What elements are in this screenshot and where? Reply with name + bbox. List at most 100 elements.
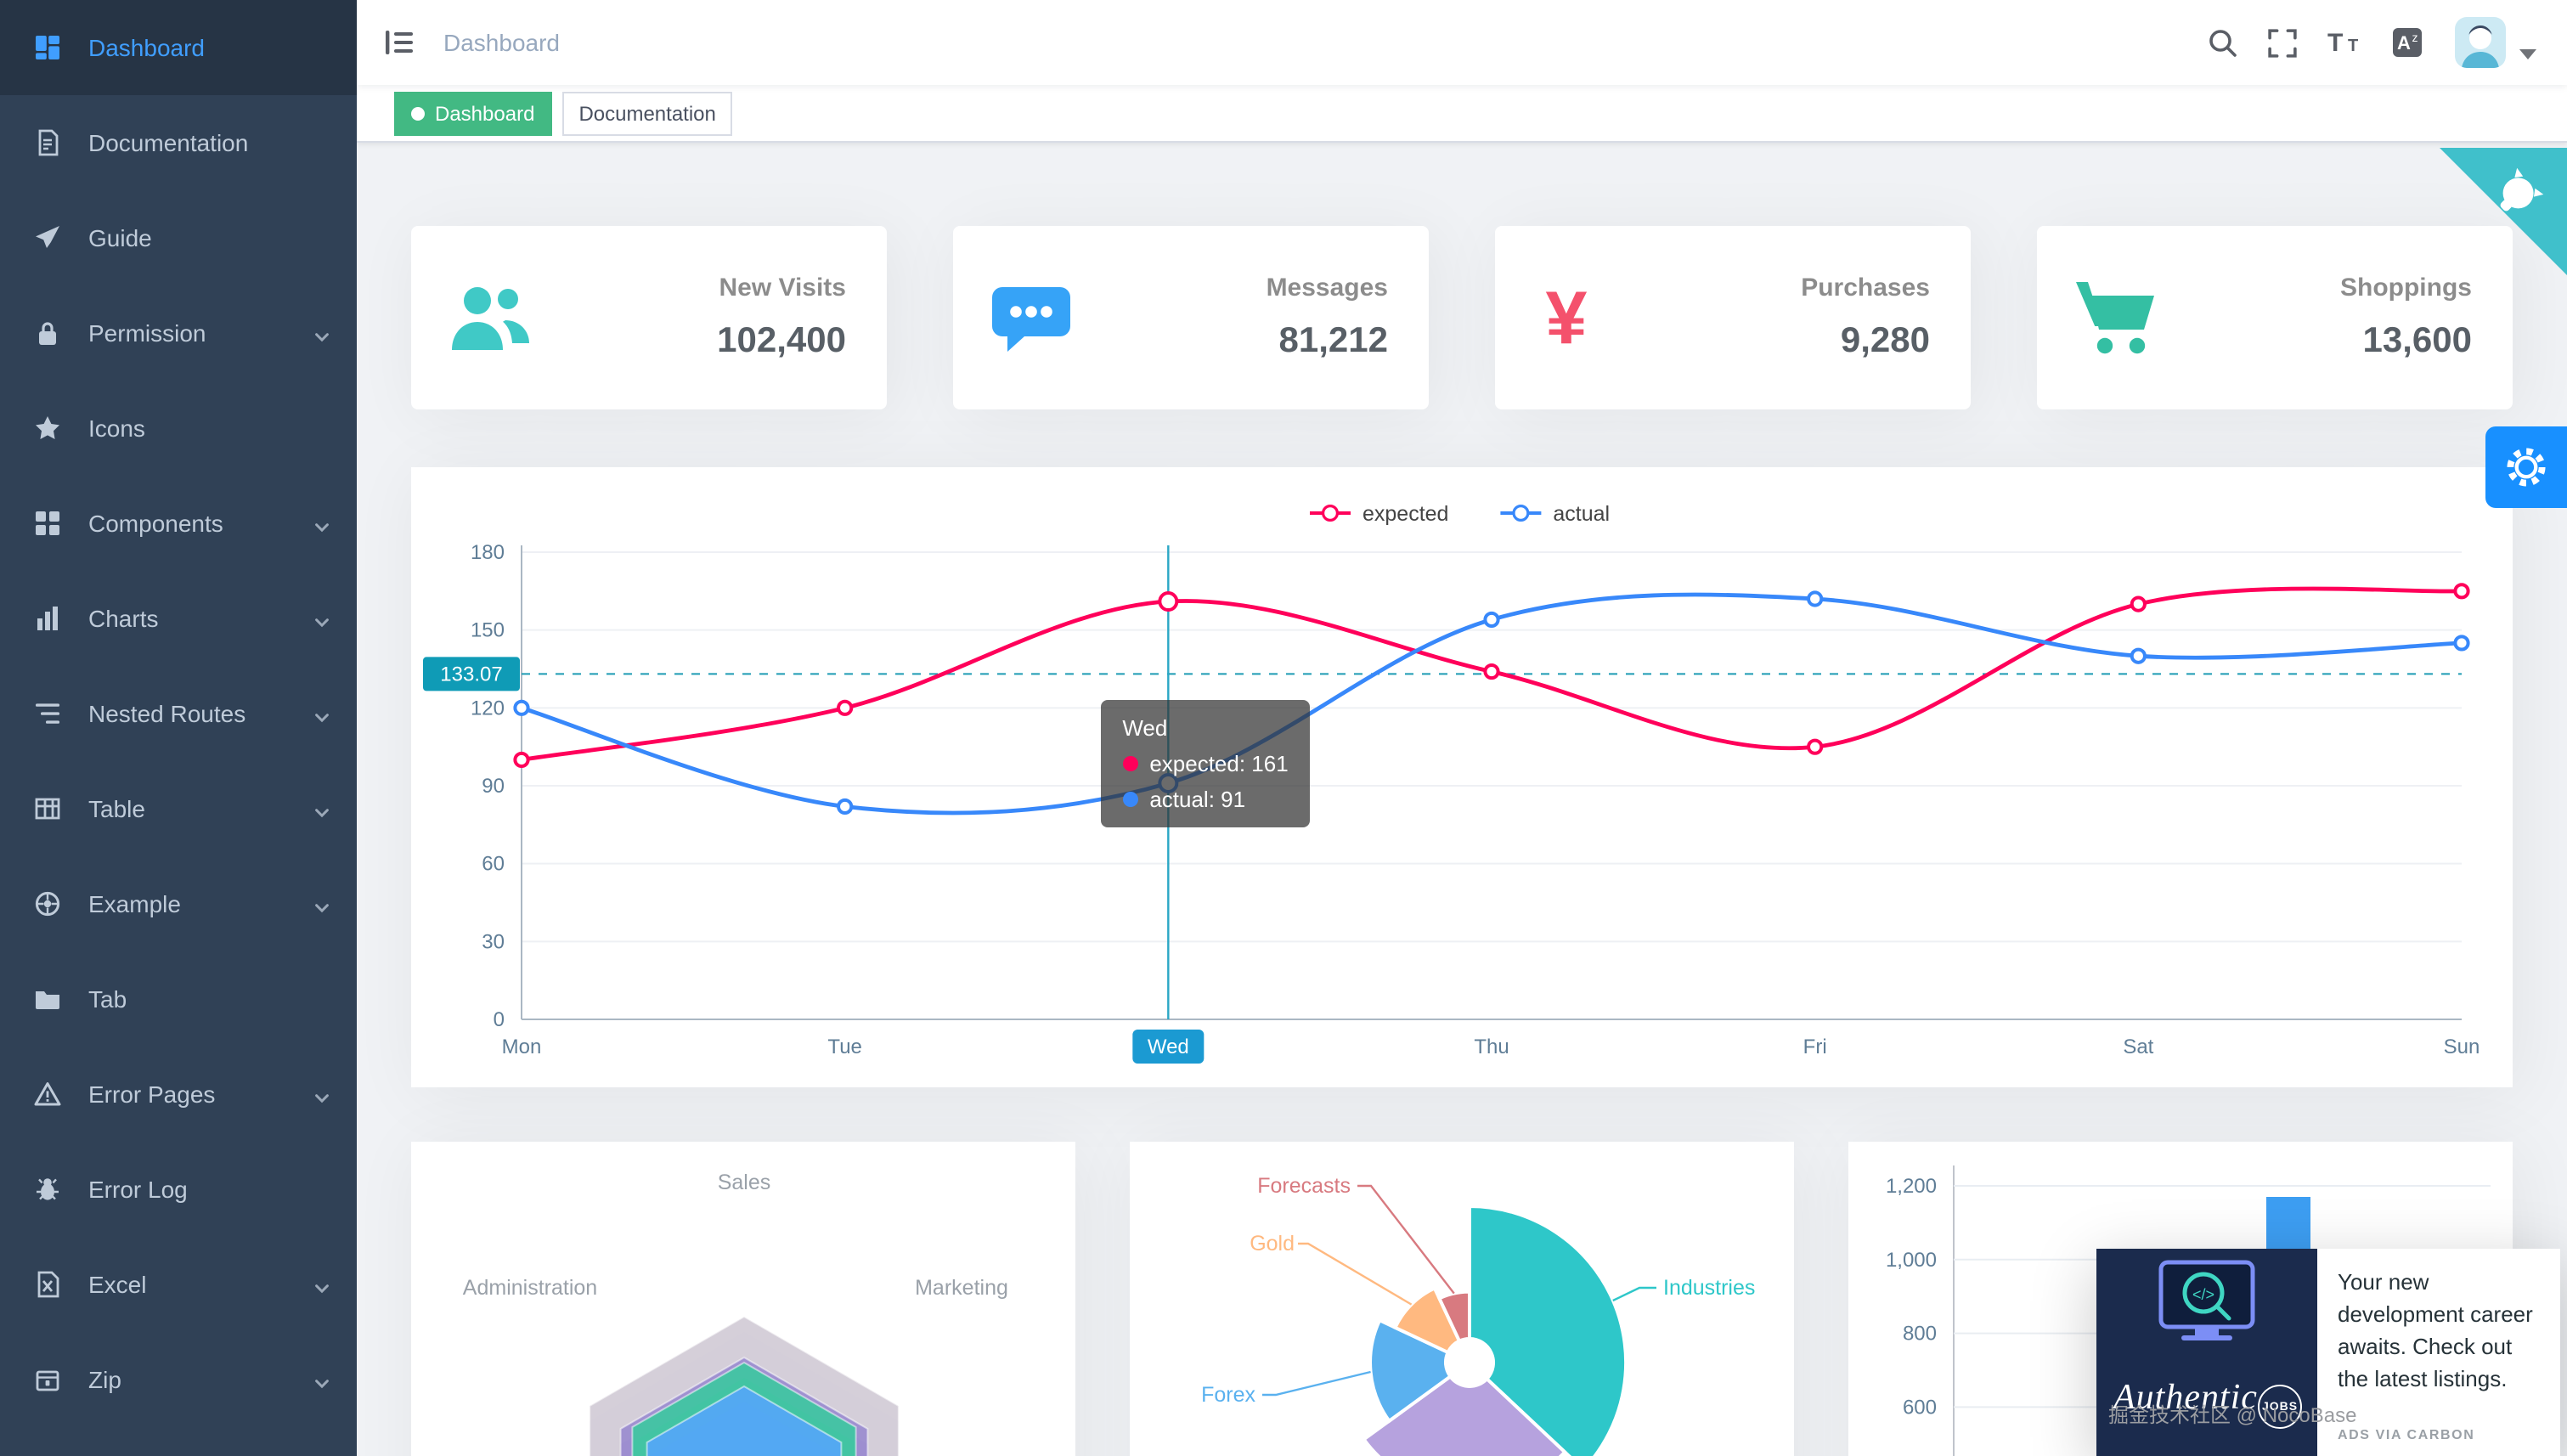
tag-dashboard[interactable]: Dashboard — [394, 91, 552, 135]
svg-text:Thu: Thu — [1474, 1036, 1509, 1058]
ad-brand-script: Authentic — [2113, 1376, 2258, 1417]
github-corner-icon[interactable] — [2440, 148, 2567, 280]
sidebar-item-label: Error Log — [88, 1176, 188, 1203]
sidebar-item-label: Dashboard — [88, 34, 205, 61]
pie-chart[interactable]: Industries Forex Gold Forecasts — [1130, 1142, 1794, 1456]
caret-down-icon[interactable] — [2519, 49, 2536, 59]
stat-card-value: 9,280 — [1840, 321, 1930, 360]
dashboard-icon — [34, 34, 61, 61]
ad-image: </> Authentic JOBS — [2096, 1249, 2317, 1456]
stat-card-info: Shoppings 13,600 — [2340, 274, 2472, 362]
tag-active-dot — [411, 106, 425, 120]
sidebar-item-permission[interactable]: Permission — [0, 285, 357, 381]
chevron-down-icon — [313, 324, 331, 352]
dashboard-content: New Visits 102,400 Messages 81,212 ¥ Purchase… — [357, 143, 2567, 1456]
tag-documentation[interactable]: Documentation — [561, 91, 733, 135]
svg-text:Marketing: Marketing — [915, 1276, 1008, 1300]
stat-card-info: New Visits 102,400 — [717, 274, 846, 362]
sidebar-item-charts[interactable]: Charts — [0, 571, 357, 666]
sidebar-item-dashboard[interactable]: Dashboard — [0, 0, 357, 95]
svg-text:800: 800 — [1903, 1323, 1937, 1346]
footer-note: 掘金技术社区 @ NocoBase — [2108, 1403, 2357, 1427]
sidebar-item-label: Table — [88, 795, 145, 822]
svg-text:Sun: Sun — [2444, 1036, 2480, 1058]
search-icon[interactable] — [2192, 0, 2253, 85]
svg-text:Wed: Wed — [1148, 1036, 1189, 1058]
line-chart-card: 0 30 60 90 120 150 180 Mon Tue Wed Thu Fri Sat Sun 133… — [411, 467, 2513, 1087]
stat-card-new-visits[interactable]: New Visits 102,400 — [411, 226, 887, 409]
svg-text:Mon: Mon — [502, 1036, 542, 1058]
sidebar-item-label: Icons — [88, 415, 145, 442]
gear-icon — [2504, 445, 2548, 489]
sidebar-item-label: Components — [88, 510, 223, 537]
ad-text-panel: Your new development career awaits. Chec… — [2317, 1249, 2560, 1456]
sidebar-item-nested-routes[interactable]: Nested Routes — [0, 666, 357, 761]
sidebar-item-excel[interactable]: Excel — [0, 1237, 357, 1332]
sidebar-item-example[interactable]: Example — [0, 856, 357, 951]
svg-text:90: 90 — [482, 775, 505, 798]
svg-text:30: 30 — [482, 930, 505, 953]
stat-card-title: Purchases — [1801, 274, 1930, 302]
sidebar-item-label: Example — [88, 890, 181, 917]
svg-text:600: 600 — [1903, 1396, 1937, 1419]
svg-text:</>: </> — [2192, 1286, 2214, 1303]
svg-text:expected: expected — [1362, 502, 1448, 526]
pie-chart-card: Industries Forex Gold Forecasts — [1130, 1142, 1794, 1456]
sidebar-item-zip[interactable]: Zip — [0, 1332, 357, 1427]
user-avatar[interactable] — [2455, 17, 2506, 68]
peoples-icon — [449, 282, 533, 353]
table-icon — [34, 795, 61, 822]
sidebar-item-label: Permission — [88, 319, 206, 347]
shopping-icon — [2074, 280, 2156, 355]
hamburger-icon[interactable] — [357, 0, 430, 85]
breadcrumb: Dashboard — [443, 29, 560, 56]
svg-text:Industries: Industries — [1663, 1276, 1755, 1300]
error-page-icon — [34, 1081, 61, 1108]
sidebar-item-components[interactable]: Components — [0, 476, 357, 571]
chevron-down-icon — [313, 705, 331, 732]
sidebar: Dashboard Documentation Guide Permission Ico… — [0, 0, 357, 1456]
stat-card-purchases[interactable]: ¥ Purchases 9,280 — [1495, 226, 1971, 409]
stat-card-title: Messages — [1266, 274, 1388, 302]
svg-text:z: z — [2412, 31, 2418, 44]
stat-card-title: New Visits — [719, 274, 846, 302]
settings-button[interactable] — [2485, 426, 2567, 508]
svg-text:180: 180 — [471, 541, 505, 564]
stat-card-info: Purchases 9,280 — [1801, 274, 1930, 362]
svg-text:Forecasts: Forecasts — [1257, 1174, 1351, 1198]
stat-card-messages[interactable]: Messages 81,212 — [953, 226, 1429, 409]
bug-icon — [34, 1176, 61, 1203]
svg-text:1,200: 1,200 — [1886, 1175, 1937, 1198]
fullscreen-icon[interactable] — [2253, 0, 2312, 85]
stat-card-shoppings[interactable]: Shoppings 13,600 — [2037, 226, 2513, 409]
sidebar-item-label: Excel — [88, 1271, 147, 1298]
svg-text:Sat: Sat — [2123, 1036, 2153, 1058]
line-chart[interactable]: 0 30 60 90 120 150 180 Mon Tue Wed Thu Fri Sat Sun 133… — [411, 467, 2513, 1087]
sidebar-item-error-pages[interactable]: Error Pages — [0, 1047, 357, 1142]
chevron-down-icon — [313, 800, 331, 827]
svg-text:actual: actual — [1553, 502, 1610, 526]
svg-text:60: 60 — [482, 853, 505, 876]
sidebar-item-label: Nested Routes — [88, 700, 246, 727]
chevron-down-icon — [313, 610, 331, 637]
sidebar-item-tab[interactable]: Tab — [0, 951, 357, 1047]
carbon-ad[interactable]: </> Authentic JOBS Your new development … — [2096, 1249, 2560, 1456]
svg-text:133.07: 133.07 — [440, 663, 502, 686]
sidebar-item-documentation[interactable]: Documentation — [0, 95, 357, 190]
component-icon — [34, 510, 61, 537]
radar-chart[interactable]: Sales Administration Marketing — [411, 1142, 1075, 1456]
sidebar-item-guide[interactable]: Guide — [0, 190, 357, 285]
svg-text:120: 120 — [471, 697, 505, 720]
svg-text:Administration: Administration — [463, 1276, 597, 1300]
excel-icon — [34, 1271, 61, 1298]
chevron-down-icon — [313, 895, 331, 923]
sidebar-item-table[interactable]: Table — [0, 761, 357, 856]
svg-text:Tue: Tue — [827, 1036, 861, 1058]
example-icon — [34, 890, 61, 917]
money-icon: ¥ — [1532, 279, 1600, 357]
sidebar-item-icons[interactable]: Icons — [0, 381, 357, 476]
sidebar-item-error-log[interactable]: Error Log — [0, 1142, 357, 1237]
